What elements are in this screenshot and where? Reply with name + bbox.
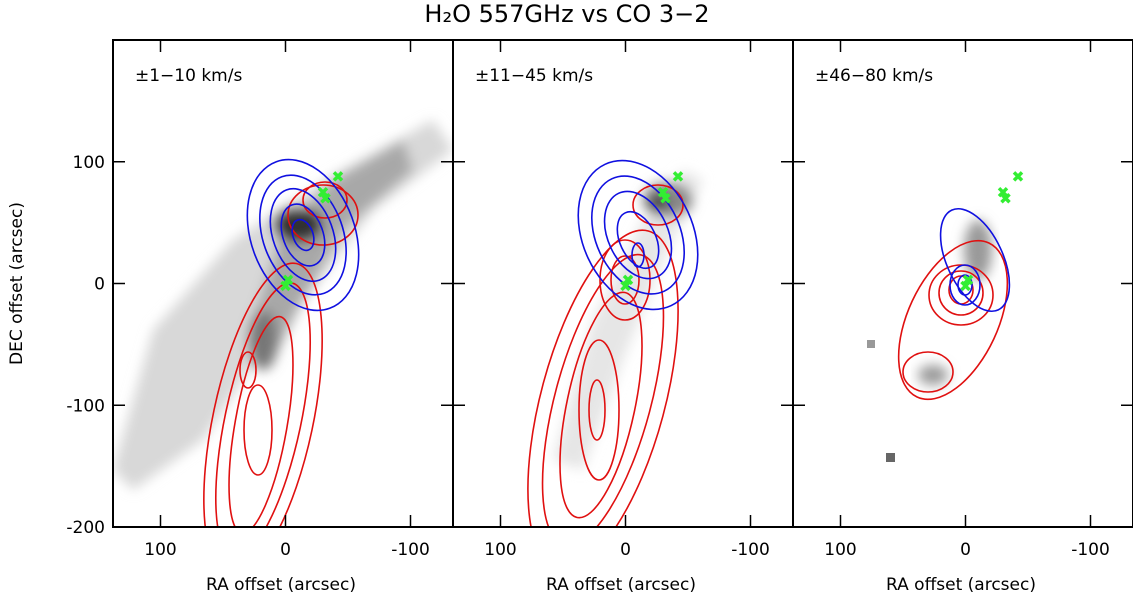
figure-title: H₂O 557GHz vs CO 3−2 [424,0,709,28]
marker [672,171,684,182]
marker [317,186,329,198]
marker [1012,171,1024,182]
marker [1000,193,1011,204]
marker [320,193,331,204]
x-tick-label: 0 [280,540,291,560]
panel-label: ±46−80 km/s [815,66,933,86]
marker [282,274,294,286]
marker [657,186,669,198]
x-axis-label: RA offset (arcsec) [886,575,1036,595]
x-tick-label: -100 [731,540,770,560]
marker [962,274,974,286]
y-tick-label: 100 [73,153,105,173]
x-tick-label: 0 [620,540,631,560]
y-tick-label: -200 [66,518,105,538]
map-image [527,159,703,527]
marker [660,193,671,204]
x-tick-label: 0 [960,540,971,560]
y-axis-label: DEC offset (arcsec) [7,202,27,365]
x-axis-label: RA offset (arcsec) [546,575,696,595]
marker [620,280,631,292]
x-axis-label: RA offset (arcsec) [206,575,356,595]
marker [280,280,291,292]
x-tick-label: 100 [824,540,856,560]
marker [997,186,1009,198]
map-image [113,120,453,527]
y-tick-label: -100 [66,396,105,416]
marker [960,280,971,292]
panel-label: ±1−10 km/s [135,66,242,86]
map-image [867,207,1011,462]
panel-label: ±11−45 km/s [475,66,593,86]
marker [332,171,344,182]
x-tick-label: 100 [144,540,176,560]
x-tick-label: -100 [1071,540,1110,560]
y-tick-label: 0 [94,275,105,295]
x-tick-label: -100 [391,540,430,560]
marker [622,274,634,286]
x-tick-label: 100 [484,540,516,560]
